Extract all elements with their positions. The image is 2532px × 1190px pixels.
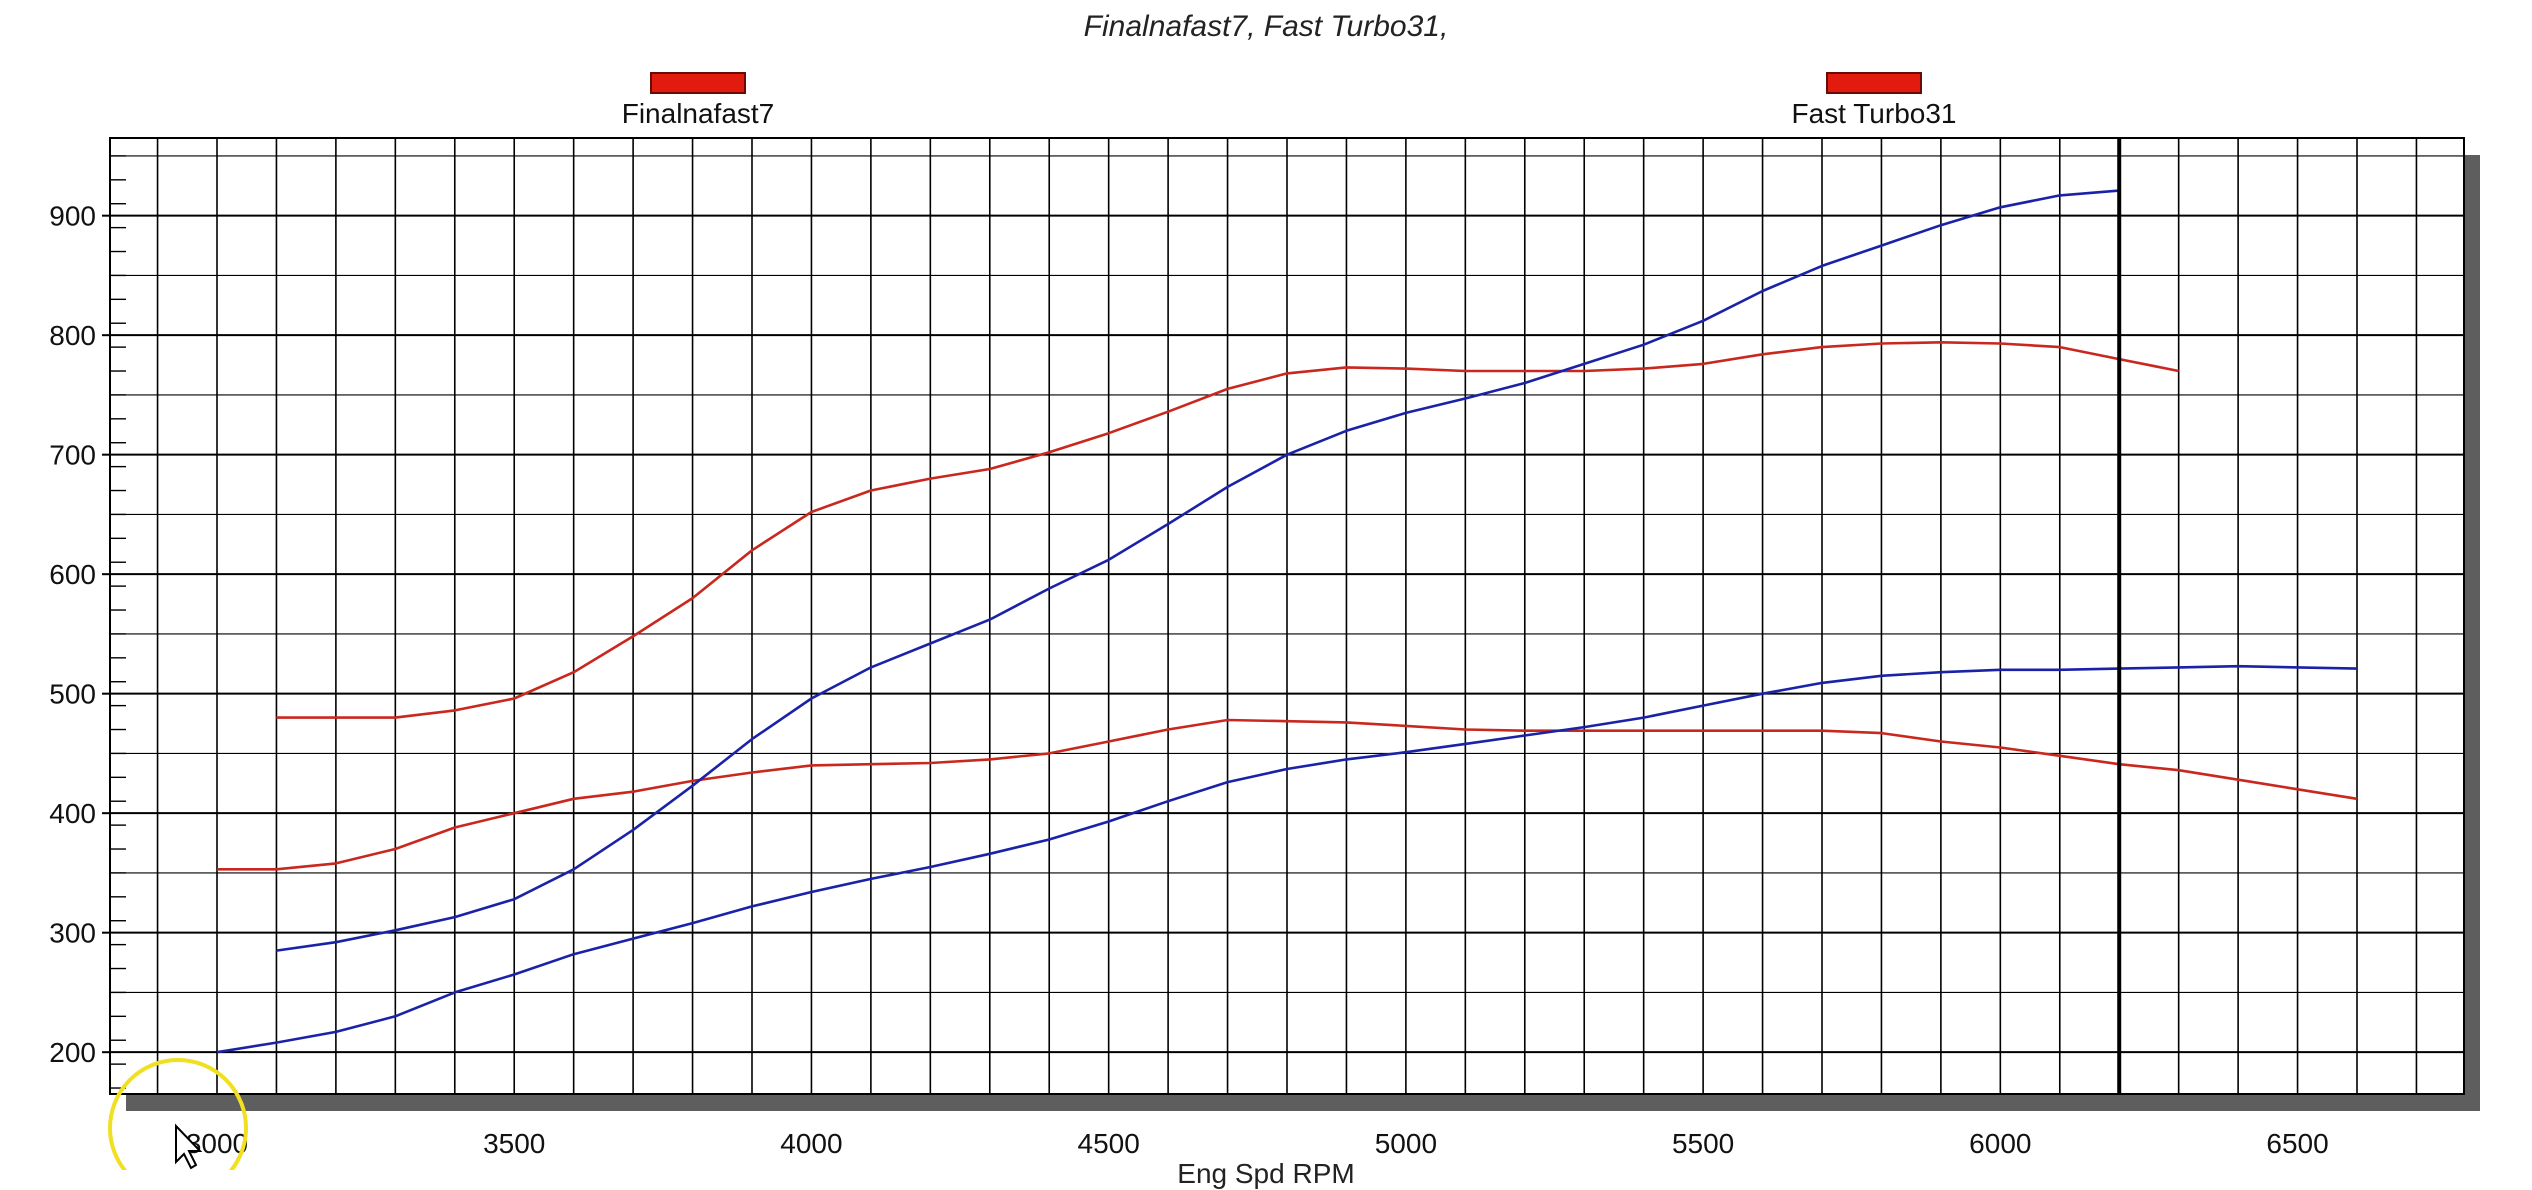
legend-item-finalnafast7[interactable]: Finalnafast7: [598, 72, 798, 130]
legend-label: Fast Turbo31: [1791, 98, 1957, 129]
x-axis-label: Eng Spd RPM: [1177, 1158, 1355, 1189]
mouse-pointer-icon: [175, 1123, 203, 1170]
x-tick-label: 5000: [1375, 1128, 1437, 1159]
y-tick-label: 200: [49, 1037, 96, 1068]
grid: [110, 138, 2464, 1094]
y-tick-label: 300: [49, 918, 96, 949]
axes: 200 300 400 500 600 700 800 900 3000 3500 4000 4500…: [49, 155, 2329, 1170]
chart-title: Finalnafast7, Fast Turbo31,: [1083, 10, 1449, 43]
y-tick-label: 400: [49, 798, 96, 829]
x-tick-label: 4500: [1078, 1128, 1140, 1159]
x-tick-label: 3500: [483, 1128, 545, 1159]
series-line-2: [217, 718, 2358, 871]
series-line-1: [276, 340, 2179, 719]
legend-label: Finalnafast7: [621, 98, 775, 129]
cursor-highlight-ring: [108, 1058, 248, 1170]
legend-swatch: [1826, 72, 1922, 94]
x-tick-label: 6500: [2266, 1128, 2328, 1159]
x-tick-label: 5500: [1672, 1128, 1734, 1159]
y-tick-label: 900: [49, 201, 96, 232]
x-tick-label: 6000: [1969, 1128, 2031, 1159]
legend-swatch: [650, 72, 746, 94]
y-tick-label: 500: [49, 679, 96, 710]
y-tick-label: 600: [49, 559, 96, 590]
y-tick-label: 700: [49, 440, 96, 471]
x-tick-label: 4000: [780, 1128, 842, 1159]
x-tick-label: 3000: [186, 1128, 248, 1159]
y-tick-label: 800: [49, 320, 96, 351]
legend-item-fast-turbo31[interactable]: Fast Turbo31: [1774, 72, 1974, 130]
series-line-4: [216, 664, 2358, 1054]
series-group: [216, 138, 2358, 1094]
series-line-3: [276, 189, 2120, 952]
